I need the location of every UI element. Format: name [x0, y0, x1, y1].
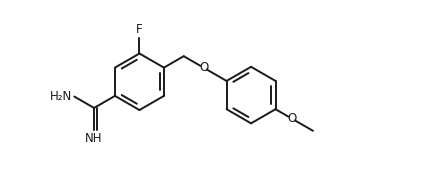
Text: O: O [199, 61, 208, 74]
Text: NH: NH [85, 132, 103, 145]
Text: O: O [287, 112, 296, 125]
Text: H₂N: H₂N [50, 90, 72, 103]
Text: F: F [136, 23, 143, 36]
